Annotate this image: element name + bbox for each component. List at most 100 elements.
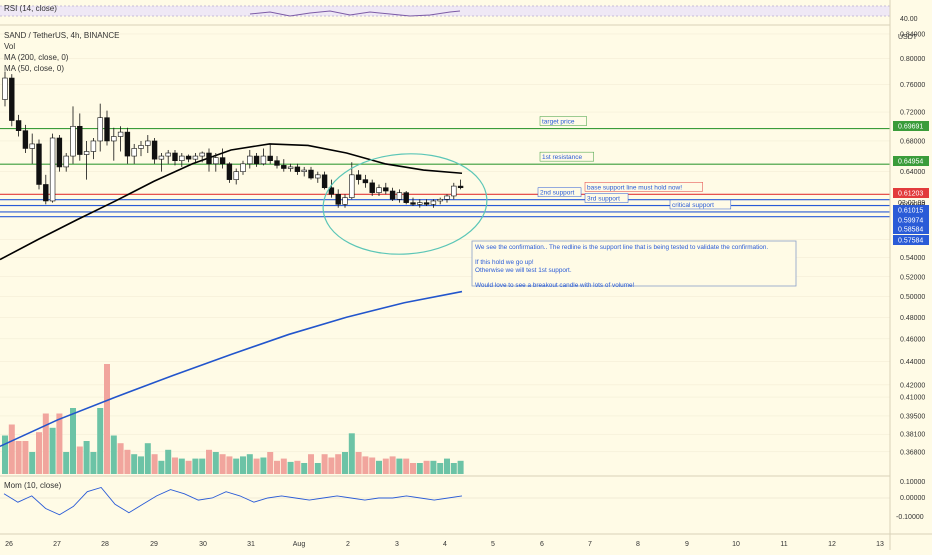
- volume-bar: [396, 458, 403, 474]
- price-tick-label: 0.72000: [900, 110, 925, 117]
- time-tick-label: 7: [588, 541, 592, 548]
- time-tick-label: 12: [828, 541, 836, 548]
- candle-body: [131, 148, 137, 157]
- candle-body: [287, 166, 294, 169]
- price-badge: [893, 156, 929, 166]
- candle-body: [383, 187, 389, 192]
- candle-body: [36, 143, 42, 185]
- candle-body: [158, 155, 165, 160]
- volume-bar: [430, 460, 437, 474]
- volume-bar: [15, 441, 22, 474]
- candle-body: [437, 198, 443, 202]
- candle-body: [219, 157, 226, 165]
- price-badge: [893, 188, 929, 198]
- price-tick-label: 0.41000: [900, 395, 925, 402]
- currency-label: USDT: [898, 34, 918, 41]
- time-tick-label: 27: [53, 541, 61, 548]
- candle-body: [301, 169, 307, 172]
- volume-bar: [131, 454, 138, 474]
- time-tick-label: 3: [395, 541, 399, 548]
- level-label-box: [584, 182, 703, 192]
- candle-body: [15, 120, 22, 131]
- candle-body: [111, 136, 117, 142]
- candle-body: [444, 195, 450, 200]
- candle-body: [104, 117, 110, 142]
- legend: SAND / TetherUS, 4h, BINANCE Vol MA (200…: [4, 31, 119, 73]
- price-badge-text: 0.57584: [898, 238, 923, 245]
- volume-bar: [403, 458, 410, 474]
- candle-body: [43, 184, 49, 202]
- candle-body: [328, 187, 335, 195]
- candle-body: [199, 152, 205, 157]
- mom-tick-mid: 0.00000: [900, 495, 925, 502]
- candle-body: [396, 192, 403, 200]
- price-badge-text: 0.58584: [898, 227, 923, 234]
- volume-bar: [321, 454, 328, 474]
- volume-bar: [342, 452, 348, 474]
- candle-body: [145, 140, 151, 146]
- time-axis[interactable]: 26 27 28 29 30 31 Aug 2 3 4 5 6 7 8 9 10 11 12 13: [5, 541, 884, 548]
- volume-bar: [117, 443, 124, 474]
- price-badge: [893, 205, 929, 215]
- candle-body: [376, 187, 382, 193]
- volume-bar: [63, 452, 70, 474]
- candle-body: [117, 131, 124, 137]
- countdown-text: 03:02:09: [898, 200, 925, 207]
- time-tick-label: 30: [199, 541, 207, 548]
- candle-body: [63, 155, 69, 168]
- volume-bar: [450, 463, 457, 474]
- price-axis[interactable]: 0.84000 0.80000 0.76000 0.72000 0.68000 0.640…: [900, 31, 925, 456]
- volume-bar: [301, 463, 308, 474]
- volume-bar: [267, 452, 274, 474]
- candle-body: [206, 152, 212, 165]
- time-tick-label: 29: [150, 541, 158, 548]
- candle-body: [226, 163, 233, 180]
- time-tick-label: 9: [685, 541, 689, 548]
- price-grid: [0, 33, 890, 453]
- candle-body: [233, 171, 239, 180]
- level-label-box: [539, 116, 587, 126]
- momentum-line: [3, 486, 463, 516]
- volume-bar: [362, 456, 369, 474]
- volume-bar: [76, 446, 83, 474]
- annotation-box[interactable]: We see the confirmation.. The redline is…: [471, 240, 797, 289]
- candle-body: [267, 155, 273, 161]
- volume-bar: [165, 449, 172, 474]
- volume-bar: [29, 452, 36, 474]
- candle-body: [9, 77, 15, 121]
- volume-bar: [369, 457, 376, 474]
- volume-bar: [42, 413, 49, 474]
- candle-body: [451, 185, 457, 197]
- price-badges: 0.69691 0.64954 0.61203 03:02:090.61015 0.59…: [893, 121, 929, 245]
- candle-body: [29, 143, 35, 149]
- volume-bar: [178, 458, 185, 474]
- candle-body: [389, 190, 396, 200]
- price-badge: [893, 235, 929, 245]
- candle-body: [281, 165, 287, 169]
- volume-bar: [410, 463, 416, 474]
- momentum-pane: Mom (10, close) 0.10000 0.00000 -0.10000: [0, 479, 925, 521]
- level-lines: [0, 127, 890, 218]
- candle-body: [97, 117, 103, 142]
- volume-bar: [253, 458, 260, 474]
- volume-bar: [274, 460, 280, 474]
- price-tick-label: 0.52000: [900, 274, 925, 281]
- candle-body: [253, 155, 260, 165]
- volume-bar: [36, 432, 42, 474]
- volume-bar: [233, 458, 240, 474]
- time-tick-label: 10: [732, 541, 740, 548]
- level-label-1st-resistance: 1st resistance: [542, 154, 582, 161]
- volume-bar: [97, 408, 104, 474]
- volume-bar: [423, 460, 430, 474]
- candle-body: [315, 174, 321, 179]
- volume-bar: [240, 456, 246, 474]
- volume-bar: [416, 463, 423, 474]
- candle-body: [240, 163, 246, 172]
- volume-bar: [328, 457, 335, 474]
- candle-body: [355, 174, 362, 180]
- volume-bar: [22, 441, 29, 474]
- candle-body: [90, 140, 97, 152]
- volume-bar: [287, 461, 294, 474]
